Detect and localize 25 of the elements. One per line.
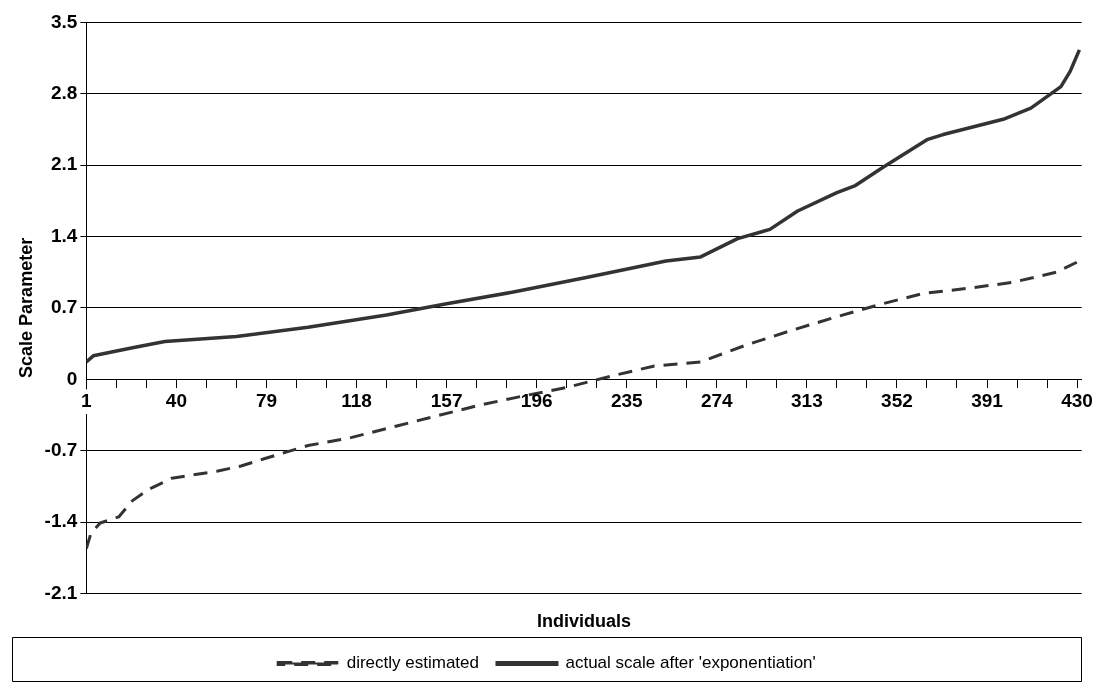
x-tick-label: 79 xyxy=(255,389,278,411)
x-tick-label: 157 xyxy=(430,389,463,411)
y-tick-label: -2.1 xyxy=(44,581,78,603)
x-tick-label: 430 xyxy=(1061,389,1093,411)
legend-label: directly estimated xyxy=(346,653,479,673)
x-tick-label: 118 xyxy=(341,389,372,411)
x-axis-title: Individuals xyxy=(537,611,632,632)
x-tick-label: 1 xyxy=(81,389,93,411)
y-tick-label: 1.4 xyxy=(50,224,78,246)
x-tick-label: 40 xyxy=(165,389,187,411)
y-tick-label: -0.7 xyxy=(44,438,78,460)
y-axis-title: Scale Parameter xyxy=(15,237,36,378)
x-tick-label: 391 xyxy=(971,389,1004,411)
x-tick-label: 235 xyxy=(610,389,644,411)
x-tick-label: 313 xyxy=(791,389,823,411)
y-tick-label: 0.7 xyxy=(50,296,78,318)
x-tick-label: 274 xyxy=(700,389,734,411)
y-tick-label: -1.4 xyxy=(44,510,78,532)
legend-label: actual scale after 'exponentiation' xyxy=(565,653,816,673)
y-tick-label: 0 xyxy=(66,367,78,389)
y-tick-label: 2.8 xyxy=(50,82,78,104)
x-tick-label: 196 xyxy=(520,389,553,411)
x-tick-label: 352 xyxy=(881,389,913,411)
y-tick-label: 2.1 xyxy=(50,153,78,175)
y-tick-label: 3.5 xyxy=(50,10,78,32)
